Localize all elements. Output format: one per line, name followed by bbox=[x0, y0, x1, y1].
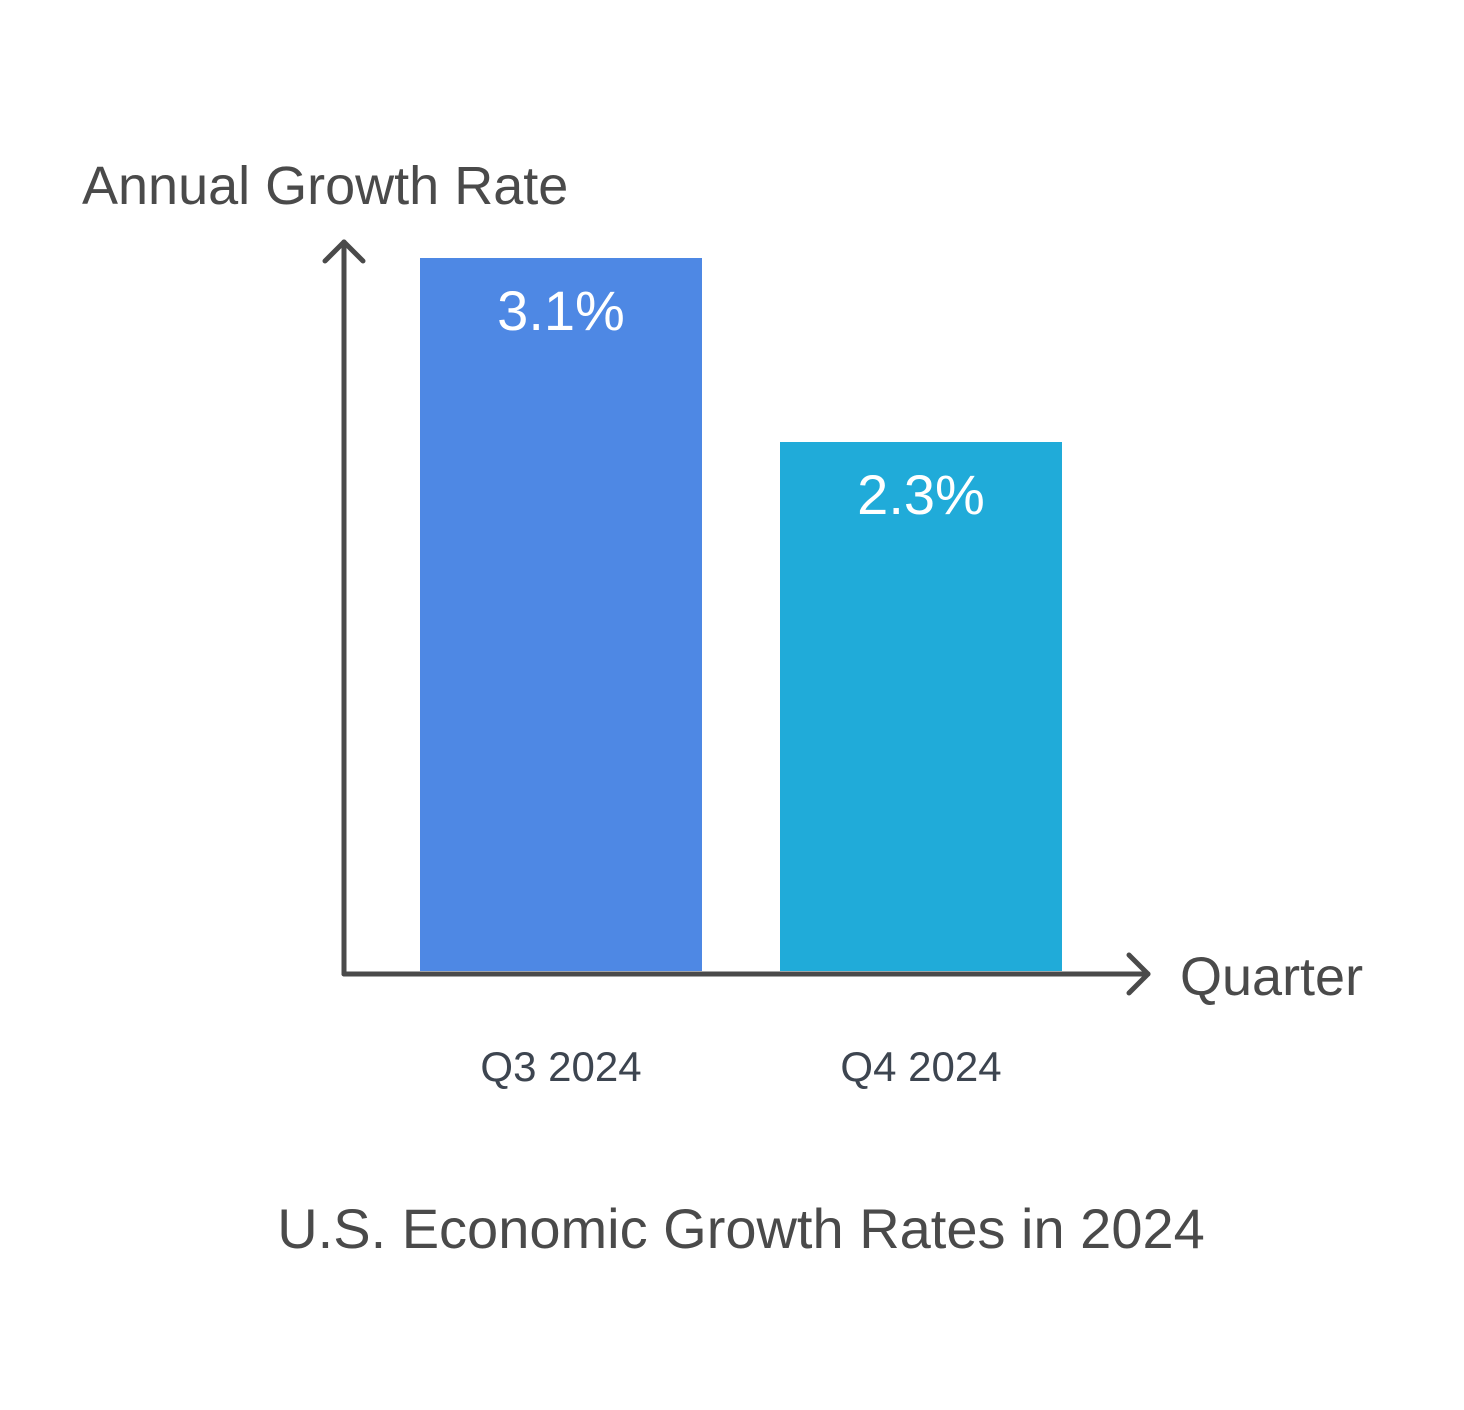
y-axis-arrow-icon bbox=[322, 239, 366, 264]
chart-title: U.S. Economic Growth Rates in 2024 bbox=[277, 1197, 1205, 1260]
category-label-q3-2024: Q3 2024 bbox=[480, 1043, 641, 1090]
value-label-q3-2024: 3.1% bbox=[497, 279, 625, 342]
x-axis-arrow-icon bbox=[1126, 952, 1151, 996]
x-axis-title: Quarter bbox=[1180, 947, 1363, 1007]
bars-group bbox=[420, 258, 1062, 971]
y-axis-title: Annual Growth Rate bbox=[82, 156, 568, 216]
value-label-q4-2024: 2.3% bbox=[857, 463, 985, 526]
value-labels-group: 3.1% 2.3% bbox=[497, 279, 985, 526]
bar-q4-2024 bbox=[780, 442, 1062, 971]
bar-q3-2024 bbox=[420, 258, 702, 971]
category-label-q4-2024: Q4 2024 bbox=[840, 1043, 1001, 1090]
category-labels-group: Q3 2024 Q4 2024 bbox=[480, 1043, 1001, 1090]
